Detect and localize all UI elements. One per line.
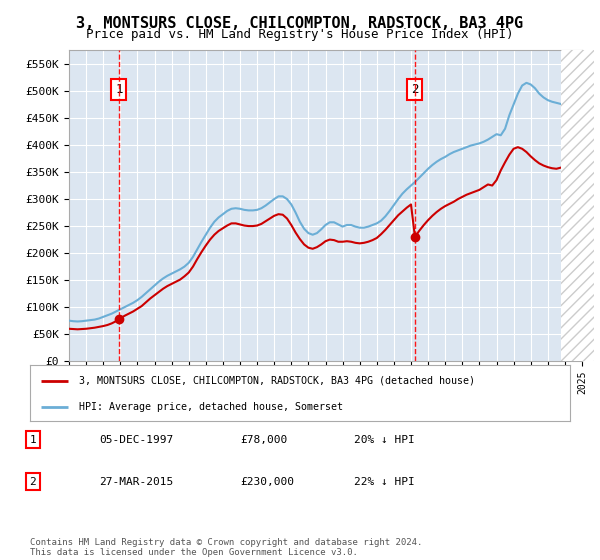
Text: 27-MAR-2015: 27-MAR-2015 — [99, 477, 173, 487]
Text: 3, MONTSURS CLOSE, CHILCOMPTON, RADSTOCK, BA3 4PG: 3, MONTSURS CLOSE, CHILCOMPTON, RADSTOCK… — [76, 16, 524, 31]
Text: £230,000: £230,000 — [240, 477, 294, 487]
Text: 2: 2 — [29, 477, 37, 487]
Text: 20% ↓ HPI: 20% ↓ HPI — [354, 435, 415, 445]
Text: 22% ↓ HPI: 22% ↓ HPI — [354, 477, 415, 487]
Text: 05-DEC-1997: 05-DEC-1997 — [99, 435, 173, 445]
Text: Contains HM Land Registry data © Crown copyright and database right 2024.
This d: Contains HM Land Registry data © Crown c… — [30, 538, 422, 557]
Text: HPI: Average price, detached house, Somerset: HPI: Average price, detached house, Some… — [79, 402, 343, 412]
Text: 1: 1 — [29, 435, 37, 445]
Text: 3, MONTSURS CLOSE, CHILCOMPTON, RADSTOCK, BA3 4PG (detached house): 3, MONTSURS CLOSE, CHILCOMPTON, RADSTOCK… — [79, 376, 475, 386]
Text: 2: 2 — [411, 83, 419, 96]
Text: 1: 1 — [115, 83, 122, 96]
Text: Price paid vs. HM Land Registry's House Price Index (HPI): Price paid vs. HM Land Registry's House … — [86, 28, 514, 41]
Text: £78,000: £78,000 — [240, 435, 287, 445]
